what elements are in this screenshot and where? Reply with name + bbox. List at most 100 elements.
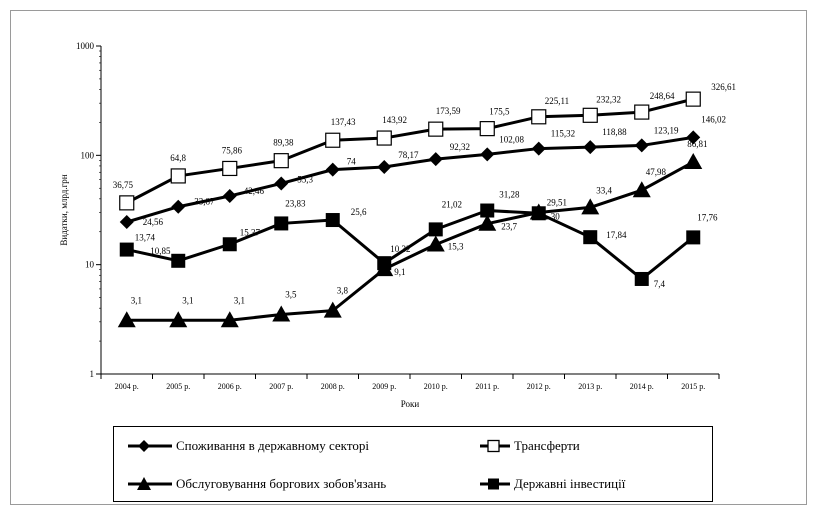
data-label: 17,76 [697, 212, 718, 222]
data-label: 115,32 [551, 129, 575, 139]
data-label: 55,3 [297, 174, 313, 184]
square-marker [634, 271, 649, 286]
diamond-marker [634, 138, 649, 153]
diamond-marker [480, 147, 495, 162]
x-tick-label: 2015 р. [681, 382, 705, 391]
data-label: 326,61 [711, 82, 736, 92]
y-tick-label: 1 [90, 369, 95, 379]
open-square-marker [634, 104, 650, 120]
x-tick-label: 2011 р. [475, 382, 499, 391]
triangle-marker [117, 311, 136, 328]
data-label: 3,1 [234, 295, 245, 305]
data-label: 3,1 [131, 295, 142, 305]
diamond-marker [171, 199, 186, 214]
legend-item-investment: Державні інвестиції [480, 473, 625, 495]
legend: Споживання в державному секторі Трансфер… [113, 426, 713, 502]
open-square-marker [531, 109, 547, 125]
legend-item-debt-service: Обслуговування боргових зобов'язань [128, 473, 386, 495]
diamond-marker [274, 176, 289, 191]
series-line [126, 160, 694, 322]
x-tick-label: 2007 р. [269, 382, 293, 391]
x-tick-label: 2014 р. [630, 382, 654, 391]
triangle-marker [323, 301, 342, 318]
series-2: 3,1 3,1 3,1 3,5 3,8 9,1 15,3 23,7 30 33,4 47,98 86,… [117, 139, 708, 328]
data-label: 75,86 [222, 145, 243, 155]
triangle-marker [272, 305, 291, 322]
data-label: 173,59 [436, 106, 461, 116]
triangle-marker-icon [128, 477, 172, 490]
legend-item-transfers: Трансферти [480, 435, 580, 457]
data-label: 3,5 [285, 290, 297, 300]
square-marker-icon [480, 478, 510, 490]
data-label: 36,75 [113, 180, 134, 190]
diamond-marker [531, 141, 546, 156]
open-square-marker-icon [480, 439, 510, 453]
data-label: 137,43 [331, 117, 356, 127]
square-marker [171, 253, 186, 268]
data-label: 86,81 [687, 139, 707, 149]
data-label: 248,64 [650, 91, 675, 101]
data-label: 123,19 [654, 125, 679, 135]
y-axis-title: Видатки, млрд.грн [59, 174, 69, 245]
triangle-marker [220, 311, 239, 328]
square-marker [531, 206, 546, 221]
series-3: 13,74 10,85 15,37 23,83 25,6 10,32 21,02 31,28 2… [119, 190, 718, 289]
open-square-marker [325, 132, 341, 148]
data-label: 15,3 [448, 241, 464, 251]
diamond-marker [428, 152, 443, 167]
legend-label: Обслуговування боргових зобов'язань [176, 476, 387, 491]
x-tick-label: 2005 р. [166, 382, 190, 391]
open-square-marker [428, 121, 444, 137]
data-label: 10,32 [390, 244, 410, 254]
data-label: 7,4 [654, 279, 666, 289]
triangle-marker [632, 181, 651, 198]
diamond-marker [377, 160, 392, 175]
x-tick-label: 2008 р. [321, 382, 345, 391]
triangle-marker [478, 214, 497, 231]
series-line [126, 97, 694, 205]
square-marker [119, 242, 134, 257]
open-square-marker [376, 130, 392, 146]
data-label: 30 [551, 212, 561, 222]
square-marker [686, 230, 701, 245]
data-label: 9,1 [394, 267, 405, 277]
data-label: 225,11 [545, 96, 569, 106]
legend-item-consumption: Споживання в державному секторі [128, 435, 369, 457]
data-label: 23,83 [285, 198, 306, 208]
diamond-marker [686, 130, 701, 145]
x-tick-label: 2006 р. [218, 382, 242, 391]
square-marker [480, 203, 495, 218]
square-marker [325, 213, 340, 228]
data-label: 74 [347, 157, 357, 167]
data-label: 29,51 [547, 197, 567, 207]
diamond-marker [222, 189, 237, 204]
series-line [126, 135, 694, 224]
diamond-marker-icon [128, 440, 172, 452]
series-0: 24,56 33,87 42,46 55,3 74 78,17 92,32 102,08 115… [119, 114, 726, 230]
x-tick-label: 2012 р. [527, 382, 551, 391]
legend-label: Споживання в державному секторі [176, 438, 369, 453]
triangle-marker [684, 153, 703, 170]
data-label: 92,32 [450, 142, 470, 152]
x-tick-label: 2009 р. [372, 382, 396, 391]
data-label: 24,56 [143, 217, 164, 227]
diamond-marker [325, 162, 340, 177]
data-label: 175,5 [489, 107, 510, 117]
triangle-marker [426, 235, 445, 252]
x-tick-label: 2010 р. [424, 382, 448, 391]
data-label: 64,8 [170, 153, 186, 163]
data-label: 33,4 [596, 185, 612, 195]
y-tick-label: 1000 [76, 41, 95, 51]
data-label: 89,38 [273, 138, 294, 148]
data-label: 42,46 [244, 186, 265, 196]
open-square-marker [479, 121, 495, 137]
diamond-marker [583, 140, 598, 155]
data-label: 17,84 [606, 230, 627, 240]
open-square-marker [685, 91, 701, 107]
x-tick-label: 2013 р. [578, 382, 602, 391]
square-marker [428, 222, 443, 237]
triangle-marker [169, 311, 188, 328]
triangle-marker [581, 198, 600, 215]
x-axis-title: Роки [401, 399, 420, 409]
data-label: 23,7 [501, 222, 517, 232]
